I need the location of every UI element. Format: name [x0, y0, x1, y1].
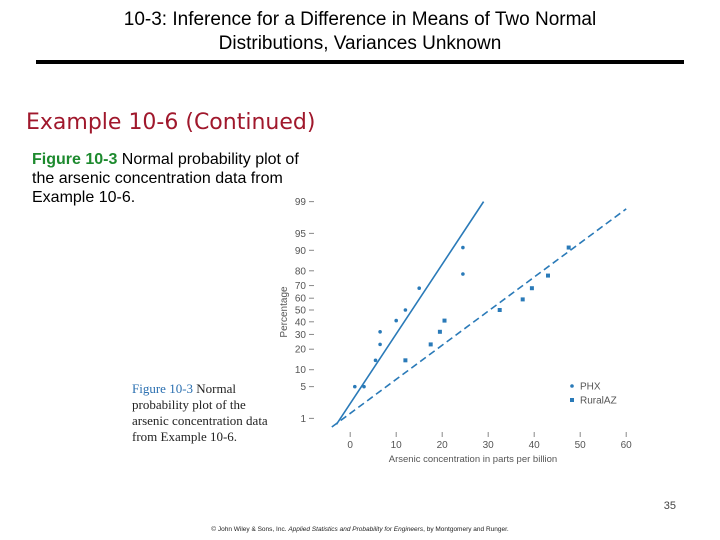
point-phx-7: [417, 286, 421, 291]
x-tick-label-40: 40: [529, 440, 541, 451]
point-phx-0: [353, 384, 357, 389]
point-ruralaz-1: [428, 342, 433, 347]
legend-marker-ruralaz: [570, 398, 574, 402]
inset-figure-caption-text: Normal probability plot of the arsenic c…: [132, 381, 268, 444]
point-phx-9: [461, 245, 465, 250]
slide-title: 10-3: Inference for a Difference in Mean…: [0, 8, 720, 56]
x-axis-label: Arsenic concentration in parts per billi…: [389, 454, 557, 465]
x-tick-label-30: 30: [483, 440, 495, 451]
y-tick-label-95: 95: [295, 229, 307, 240]
y-tick-label-1: 1: [300, 414, 306, 425]
y-tick-label-80: 80: [295, 266, 307, 277]
y-axis-label: Percentage: [280, 286, 290, 338]
point-ruralaz-3: [442, 318, 447, 323]
point-phx-6: [403, 308, 408, 312]
y-tick-label-30: 30: [295, 330, 307, 341]
slide-title-line-2: Distributions, Variances Unknown: [218, 33, 502, 54]
figure-caption: Figure 10-3 Normal probability plot of t…: [32, 150, 302, 207]
y-tick-label-60: 60: [295, 294, 307, 305]
point-phx-1: [362, 384, 366, 389]
footer-book-title: Applied Statistics and Probability for E…: [288, 526, 424, 533]
page-number: 35: [663, 500, 676, 512]
x-tick-label-10: 10: [391, 440, 403, 451]
footer-prefix: © John Wiley & Sons, Inc.: [211, 526, 289, 533]
y-tick-label-99: 99: [295, 197, 307, 208]
slide-title-line-1: 10-3: Inference for a Difference in Mean…: [123, 9, 597, 30]
x-tick-label-60: 60: [621, 440, 633, 451]
legend-label-phx: PHX: [580, 382, 601, 393]
example-heading: Example 10-6 (Continued): [26, 110, 316, 135]
inset-figure-label: Figure 10-3: [132, 381, 194, 396]
point-phx-4: [378, 329, 382, 334]
x-tick-label-50: 50: [575, 440, 587, 451]
y-tick-label-50: 50: [295, 306, 307, 317]
point-phx-2: [373, 358, 378, 363]
x-tick-label-20: 20: [437, 440, 449, 451]
figure-label: Figure 10-3: [32, 151, 118, 168]
normal-probability-plot: Percentage Arsenic concentration in part…: [280, 197, 633, 465]
y-tick-label-5: 5: [300, 382, 306, 393]
point-ruralaz-5: [520, 297, 525, 302]
y-tick-label-70: 70: [295, 281, 307, 292]
y-tick-label-90: 90: [295, 246, 307, 257]
point-ruralaz-2: [437, 329, 442, 334]
point-phx-3: [378, 342, 382, 347]
fit-line-ruralaz: [331, 208, 627, 428]
footer-copyright: © John Wiley & Sons, Inc. Applied Statis…: [0, 526, 720, 533]
x-tick-label-0: 0: [347, 440, 353, 451]
point-ruralaz-7: [546, 273, 550, 278]
point-phx-8: [461, 272, 465, 276]
legend-label-ruralaz: RuralAZ: [580, 396, 617, 407]
point-ruralaz-0: [403, 358, 408, 363]
y-tick-label-10: 10: [295, 365, 307, 376]
y-tick-label-20: 20: [295, 345, 307, 356]
title-divider: [36, 60, 684, 64]
point-ruralaz-4: [497, 308, 502, 312]
y-tick-label-40: 40: [295, 317, 307, 328]
fit-line-phx: [335, 201, 485, 425]
legend-marker-phx: [570, 384, 574, 388]
point-ruralaz-8: [566, 245, 571, 250]
footer-suffix: , by Montgomery and Runger.: [423, 526, 509, 533]
point-phx-5: [394, 318, 398, 323]
inset-figure-caption: Figure 10-3 Normal probability plot of t…: [132, 381, 272, 445]
point-ruralaz-6: [529, 286, 534, 291]
figure-caption-text: Normal probability plot of the arsenic c…: [32, 151, 299, 206]
